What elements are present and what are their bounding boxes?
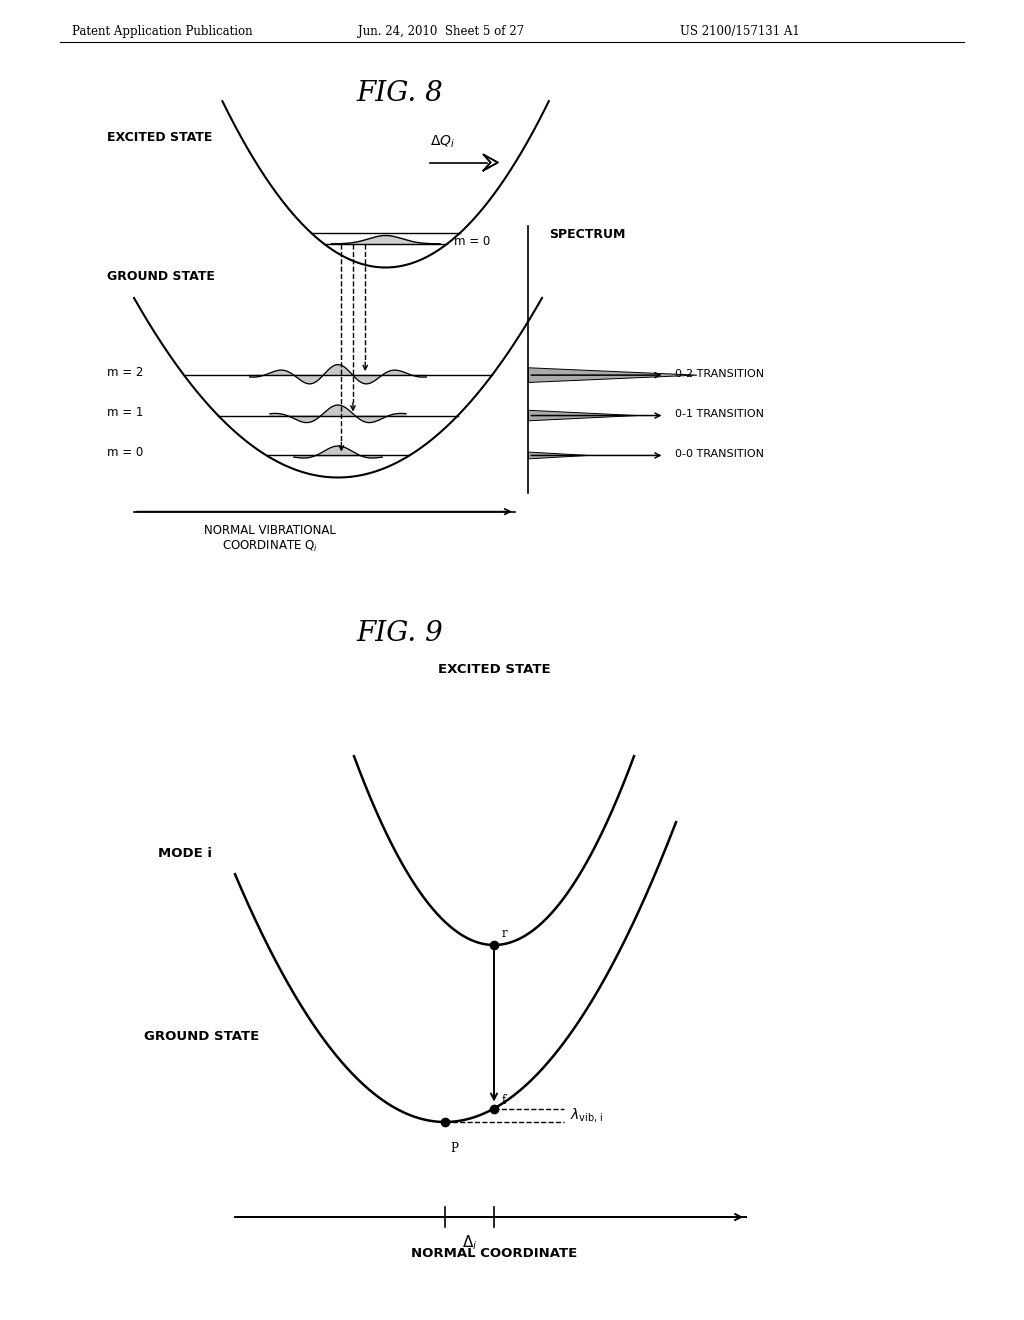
Text: US 2100/157131 A1: US 2100/157131 A1 xyxy=(680,25,800,38)
Text: P: P xyxy=(450,1142,458,1155)
Text: SPECTRUM: SPECTRUM xyxy=(549,228,626,242)
Text: 0-2 TRANSITION: 0-2 TRANSITION xyxy=(675,368,764,379)
Text: 0-1 TRANSITION: 0-1 TRANSITION xyxy=(675,409,764,418)
Polygon shape xyxy=(528,411,637,421)
Text: GROUND STATE: GROUND STATE xyxy=(144,1031,259,1043)
Text: EXCITED STATE: EXCITED STATE xyxy=(106,131,212,144)
Text: MODE i: MODE i xyxy=(158,846,212,859)
Polygon shape xyxy=(528,368,697,383)
Text: $\Delta Q_i$: $\Delta Q_i$ xyxy=(430,133,455,150)
Text: r: r xyxy=(502,927,508,940)
Text: Jun. 24, 2010  Sheet 5 of 27: Jun. 24, 2010 Sheet 5 of 27 xyxy=(358,25,524,38)
Text: NORMAL VIBRATIONAL
COORDINATE Q$_i$: NORMAL VIBRATIONAL COORDINATE Q$_i$ xyxy=(204,524,336,554)
Text: f: f xyxy=(502,1093,506,1106)
Text: m = 0: m = 0 xyxy=(454,235,490,248)
Text: m = 1: m = 1 xyxy=(106,407,143,420)
Text: 0-0 TRANSITION: 0-0 TRANSITION xyxy=(675,449,764,459)
Text: $\lambda_{\rm vib,\, i}$: $\lambda_{\rm vib,\, i}$ xyxy=(570,1106,604,1125)
Text: $\Delta_i$: $\Delta_i$ xyxy=(462,1233,477,1253)
Text: FIG. 8: FIG. 8 xyxy=(356,81,443,107)
Text: m = 2: m = 2 xyxy=(106,366,143,379)
Text: EXCITED STATE: EXCITED STATE xyxy=(437,663,550,676)
Polygon shape xyxy=(483,154,498,170)
Text: GROUND STATE: GROUND STATE xyxy=(106,271,215,282)
Text: Patent Application Publication: Patent Application Publication xyxy=(72,25,253,38)
Text: FIG. 9: FIG. 9 xyxy=(356,620,443,647)
Polygon shape xyxy=(528,451,588,459)
Text: NORMAL COORDINATE: NORMAL COORDINATE xyxy=(411,1246,578,1259)
Text: m = 0: m = 0 xyxy=(106,446,143,459)
